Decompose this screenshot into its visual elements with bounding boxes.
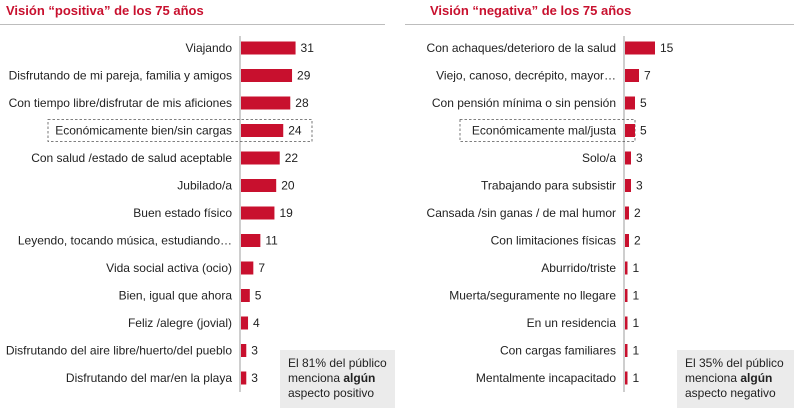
- bar: [241, 206, 275, 220]
- positive-bar-chart: Viajando 31 Disfrutando de mi pareja, fami…: [6, 36, 315, 392]
- note-text-bold: algún: [740, 371, 773, 385]
- category-label: Trabajando para subsistir: [481, 179, 616, 193]
- bar: [241, 41, 296, 55]
- bar: [625, 69, 639, 82]
- bar: [241, 234, 261, 247]
- value-label: 1: [633, 316, 640, 330]
- category-label: Muerta/seguramente no llegare: [449, 289, 616, 303]
- value-label: 15: [660, 41, 674, 55]
- bar: [625, 344, 628, 357]
- category-label: Buen estado físico: [133, 206, 232, 220]
- value-label: 7: [258, 261, 265, 275]
- bar: [625, 206, 629, 220]
- category-label: Cansada /sin ganas / de mal humor: [427, 206, 616, 220]
- title-divider: [405, 24, 794, 25]
- value-label: 5: [255, 289, 262, 303]
- value-label: 24: [288, 124, 302, 138]
- category-label: Económicamente bien/sin cargas: [55, 124, 232, 138]
- category-label: Económicamente mal/justa: [472, 124, 616, 138]
- note-text-bold: algún: [343, 371, 376, 385]
- value-label: 5: [640, 96, 647, 110]
- value-label: 3: [636, 151, 643, 165]
- category-label: Mentalmente incapacitado: [476, 371, 616, 385]
- category-label: Vida social activa (ocio): [106, 261, 232, 275]
- chart-title: Visión “negativa” de los 75 años: [430, 3, 632, 18]
- negative-note-box: El 35% del público menciona algún aspect…: [677, 350, 794, 408]
- category-label: Con salud /estado de salud aceptable: [31, 151, 232, 165]
- bar: [241, 124, 284, 137]
- bar: [241, 261, 254, 275]
- bar: [241, 69, 293, 82]
- bar: [241, 151, 280, 165]
- category-label: Feliz /alegre (jovial): [128, 316, 232, 330]
- value-label: 4: [253, 316, 260, 330]
- highlight-box: [47, 119, 313, 142]
- value-label: 20: [281, 179, 295, 193]
- category-label: Con achaques/deterioro de la salud: [427, 41, 616, 55]
- category-label: Disfrutando de mi pareja, familia y amig…: [9, 69, 232, 83]
- value-label: 1: [633, 371, 640, 385]
- value-label: 11: [265, 234, 278, 248]
- negative-bar-chart: Con achaques/deterioro de la salud 15Viej…: [427, 36, 674, 392]
- value-label: 7: [644, 69, 651, 83]
- bar: [625, 41, 655, 55]
- note-text-post: aspecto positivo: [288, 386, 375, 400]
- category-label: Jubilado/a: [177, 179, 232, 193]
- note-text-post: aspecto negativo: [685, 386, 776, 400]
- category-label: En un residencia: [527, 316, 617, 330]
- bar: [625, 124, 635, 137]
- value-label: 22: [285, 151, 299, 165]
- bar: [625, 289, 628, 302]
- bar: [241, 96, 291, 110]
- bar: [625, 96, 635, 110]
- bar: [241, 344, 247, 357]
- value-label: 3: [636, 179, 643, 193]
- value-label: 1: [633, 344, 640, 358]
- value-label: 28: [295, 96, 309, 110]
- bar: [625, 261, 628, 275]
- value-label: 2: [634, 206, 641, 220]
- value-label: 29: [297, 69, 311, 83]
- category-label: Leyendo, tocando música, estudiando…: [18, 234, 232, 248]
- category-label: Aburrido/triste: [541, 261, 616, 275]
- bar: [241, 179, 277, 192]
- value-label: 3: [251, 344, 258, 358]
- category-label: Viejo, canoso, decrépito, mayor…: [436, 69, 616, 83]
- category-label: Viajando: [186, 41, 233, 55]
- bar: [625, 151, 631, 165]
- category-label: Con tiempo libre/disfrutar de mis aficio…: [9, 96, 232, 110]
- positive-note-box: El 81% del público menciona algún aspect…: [280, 350, 395, 408]
- positive-panel: Visión “positiva” de los 75 años Viajand…: [0, 0, 395, 411]
- value-label: 3: [251, 371, 258, 385]
- value-label: 1: [633, 289, 640, 303]
- value-label: 2: [634, 234, 641, 248]
- bar: [625, 234, 629, 247]
- value-label: 5: [640, 124, 647, 138]
- bar: [625, 371, 628, 385]
- note-text-pre: El 81% del público menciona: [288, 356, 387, 385]
- bar: [625, 179, 631, 192]
- category-label: Con pensión mínima o sin pensión: [432, 96, 616, 110]
- category-label: Disfrutando del aire libre/huerto/del pu…: [6, 344, 232, 358]
- category-label: Con limitaciones físicas: [491, 234, 616, 248]
- category-label: Con cargas familiares: [500, 344, 616, 358]
- bar: [241, 371, 247, 385]
- category-label: Solo/a: [582, 151, 616, 165]
- value-label: 31: [301, 41, 315, 55]
- title-divider: [0, 24, 385, 25]
- value-label: 1: [633, 261, 640, 275]
- chart-title: Visión “positiva” de los 75 años: [6, 3, 204, 18]
- bar: [241, 316, 249, 330]
- bar: [241, 289, 250, 302]
- note-text-pre: El 35% del público menciona: [685, 356, 784, 385]
- category-label: Disfrutando del mar/en la playa: [66, 371, 232, 385]
- value-label: 19: [279, 206, 293, 220]
- category-label: Bien, igual que ahora: [119, 289, 233, 303]
- negative-panel: Visión “negativa” de los 75 años Con ach…: [405, 0, 799, 411]
- bar: [625, 316, 628, 330]
